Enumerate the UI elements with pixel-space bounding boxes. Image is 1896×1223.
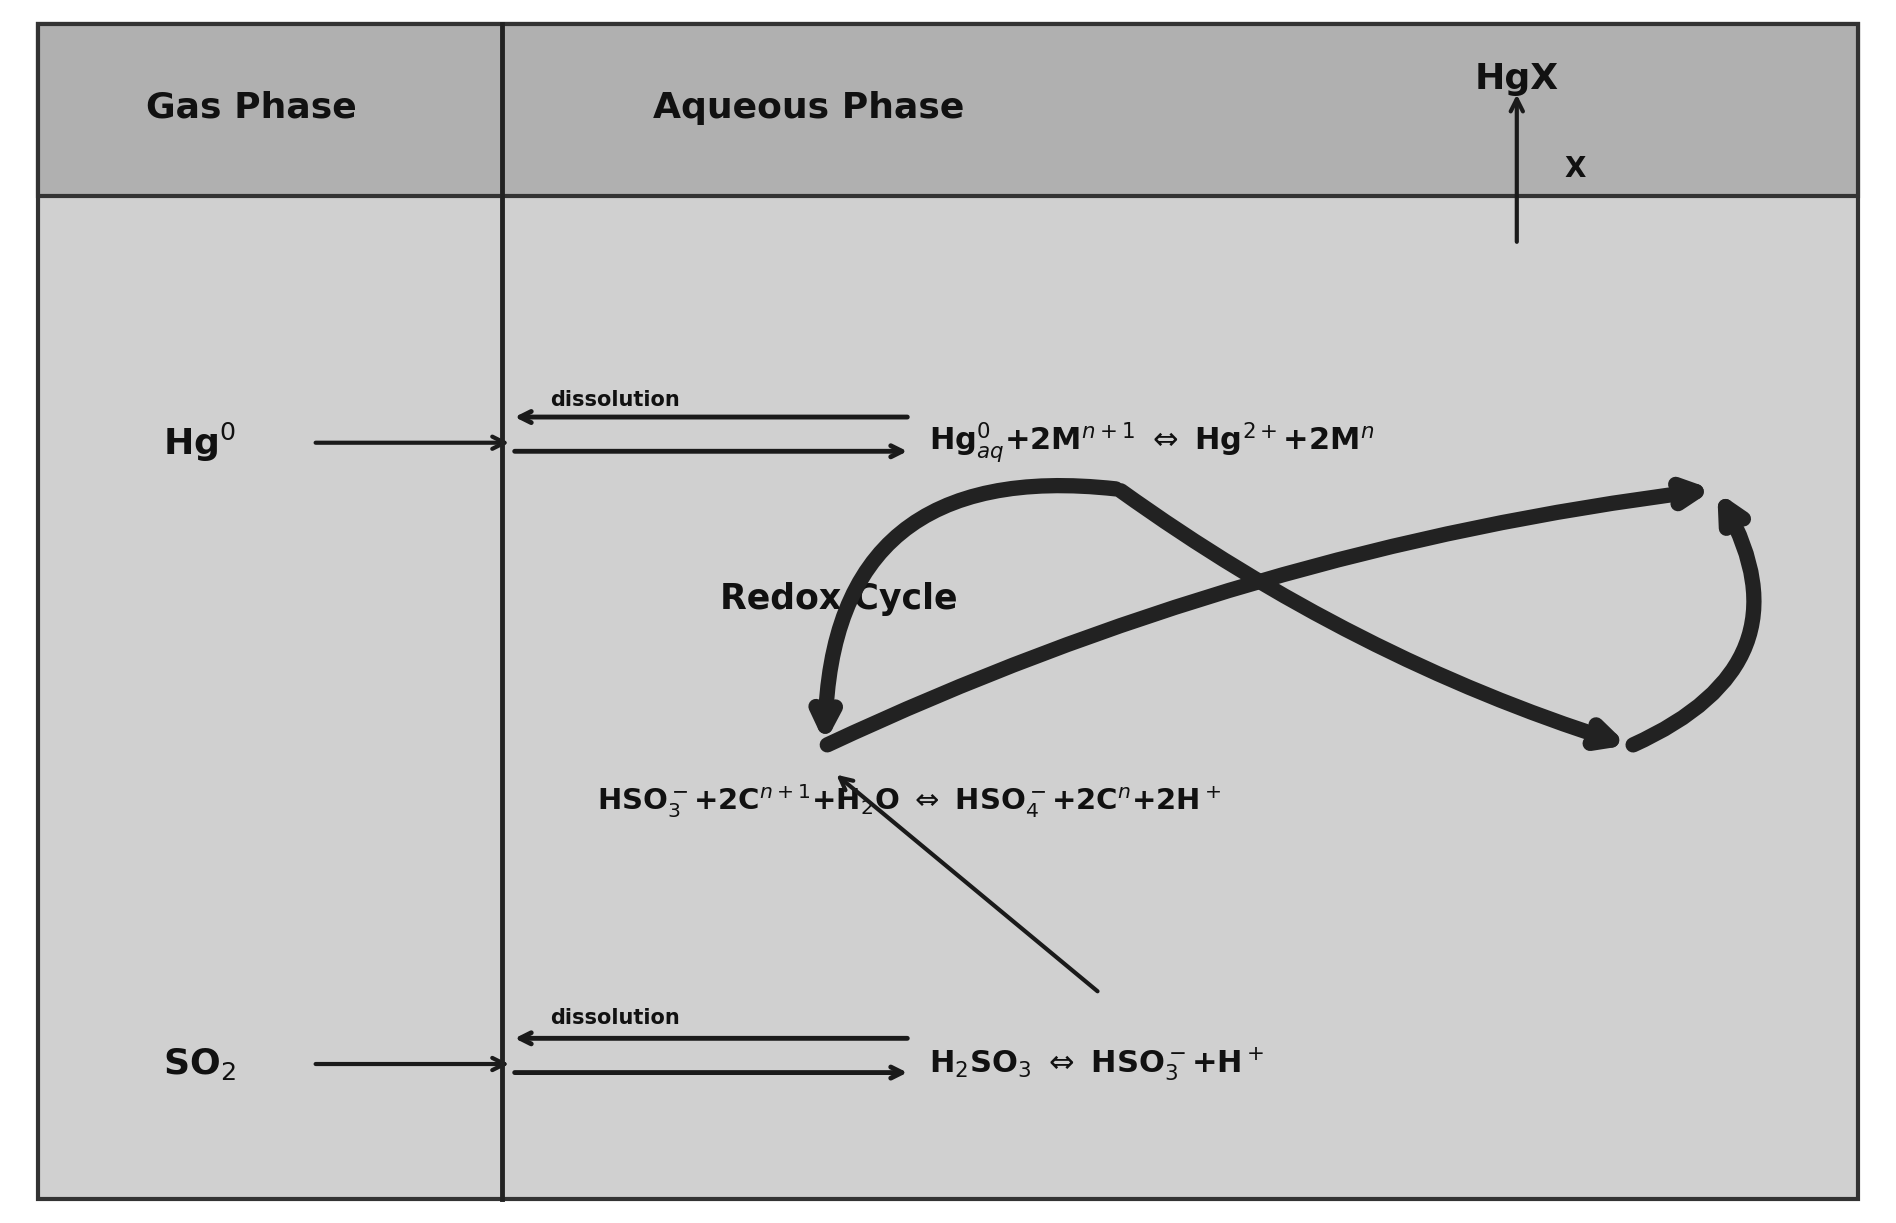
Text: HSO$^-_3$+2C$^{n+1}$+H$_2$O $\Leftrightarrow$ HSO$^-_4$+2C$^n$+2H$^+$: HSO$^-_3$+2C$^{n+1}$+H$_2$O $\Leftrighta… xyxy=(597,783,1221,819)
Text: Aqueous Phase: Aqueous Phase xyxy=(654,91,965,125)
FancyArrowPatch shape xyxy=(1121,490,1612,744)
Text: H$_2$SO$_3$ $\Leftrightarrow$ HSO$^-_3$+H$^+$: H$_2$SO$_3$ $\Leftrightarrow$ HSO$^-_3$+… xyxy=(929,1046,1265,1082)
FancyArrowPatch shape xyxy=(827,484,1697,745)
FancyArrowPatch shape xyxy=(815,486,1117,726)
Text: Redox Cycle: Redox Cycle xyxy=(720,582,957,616)
FancyBboxPatch shape xyxy=(38,24,1858,196)
Text: dissolution: dissolution xyxy=(550,390,679,410)
Text: Hg$^0$: Hg$^0$ xyxy=(163,421,235,465)
Text: X: X xyxy=(1564,155,1585,182)
Text: dissolution: dissolution xyxy=(550,1008,679,1027)
Text: SO$_2$: SO$_2$ xyxy=(163,1046,235,1082)
FancyBboxPatch shape xyxy=(38,24,1858,1199)
Text: Hg$^0_{aq}$+2M$^{n+1}$ $\Leftrightarrow$ Hg$^{2+}$+2M$^n$: Hg$^0_{aq}$+2M$^{n+1}$ $\Leftrightarrow$… xyxy=(929,421,1375,465)
Text: HgX: HgX xyxy=(1475,62,1559,97)
FancyArrowPatch shape xyxy=(1632,506,1754,745)
Text: Gas Phase: Gas Phase xyxy=(146,91,356,125)
